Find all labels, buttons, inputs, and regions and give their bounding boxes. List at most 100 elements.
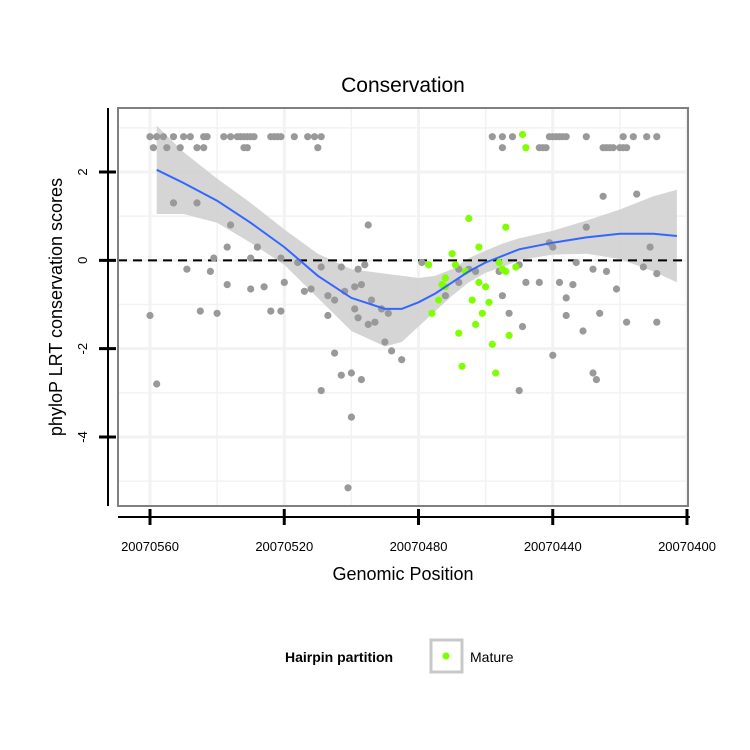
mature-point [425,261,433,269]
other-point [596,309,604,317]
other-point [388,347,396,355]
other-point [277,133,285,141]
chart-title: Conservation [341,74,465,97]
other-point [582,223,590,231]
mature-point [502,267,510,275]
mature-point [465,214,473,222]
mature-point [485,298,493,306]
mature-point [458,362,466,370]
other-point [196,307,204,315]
other-point [210,254,218,262]
other-point [639,263,648,271]
other-point [498,292,506,300]
loess-fit-line [156,168,677,310]
other-point [169,133,178,141]
other-point [247,254,255,262]
other-point [569,281,577,289]
other-point [653,133,661,141]
other-point [290,133,298,141]
other-point [371,318,379,326]
y-tick-label: 2 [75,168,90,175]
other-point [354,265,362,273]
x-axis: 20070560 20070520 20070480 20070440 20070400 [118,509,716,554]
other-point [572,258,580,267]
other-point [331,296,339,304]
other-point [324,311,332,320]
other-point [317,387,325,395]
other-point [344,484,352,492]
x-tick-label: 20070520 [255,539,313,554]
mature-point [451,261,459,269]
other-point [508,133,517,141]
x-tick-label: 20070480 [390,539,448,554]
other-point [367,296,376,304]
data-points [146,130,661,492]
other-point [441,292,449,300]
other-point [227,221,235,229]
other-point [247,285,255,293]
x-tick-label: 20070400 [658,539,716,554]
legend: Hairpin partition Mature [285,638,514,674]
other-point [146,311,154,320]
other-point [455,278,463,286]
other-point [176,144,184,152]
other-point [633,190,641,198]
legend-label-mature: Mature [470,649,514,665]
other-point [562,311,570,320]
other-point [304,133,312,141]
y-axis: 2 0 -2 -4 [75,108,116,506]
other-point [250,133,258,141]
mature-point [505,331,513,339]
other-point [193,199,201,207]
other-point [522,278,530,286]
mature-point [512,263,520,271]
other-point [542,144,550,152]
mature-point [488,340,496,348]
other-point [337,263,345,271]
other-point [357,281,365,289]
other-point [488,133,496,141]
other-point [623,318,631,326]
other-point [227,133,235,141]
other-point [200,144,208,152]
other-point [498,133,506,141]
other-point [347,369,355,377]
other-point [243,144,251,152]
y-tick-label: -2 [75,343,90,355]
other-point [643,133,651,141]
mature-point [472,320,480,328]
mature-point [475,278,483,286]
other-point [498,144,506,152]
y-axis-title: phyloP LRT conservation scores [46,178,66,436]
other-point [317,133,325,141]
other-point [169,199,178,207]
mature-point [495,258,503,267]
other-point [193,144,201,152]
other-point [183,265,191,273]
other-point [589,369,597,377]
mature-point [475,243,483,251]
other-point [599,192,607,200]
other-point [314,144,322,152]
x-tick-label: 20070440 [524,539,582,554]
mature-point [492,369,500,377]
other-point [398,356,406,364]
other-point [203,133,211,141]
other-point [153,133,161,141]
other-point [337,371,345,379]
other-point [280,278,288,286]
panel-border [117,107,689,507]
plot-panel [117,107,689,507]
other-point [592,376,601,384]
mature-point [482,283,490,291]
x-tick-label: 20070560 [121,539,179,554]
other-point [324,292,332,300]
other-point [267,307,275,315]
other-point [277,307,285,315]
legend-title: Hairpin partition [285,649,393,665]
mature-point [435,296,443,304]
other-point [381,338,389,346]
other-point [653,270,661,278]
other-point [253,243,261,251]
